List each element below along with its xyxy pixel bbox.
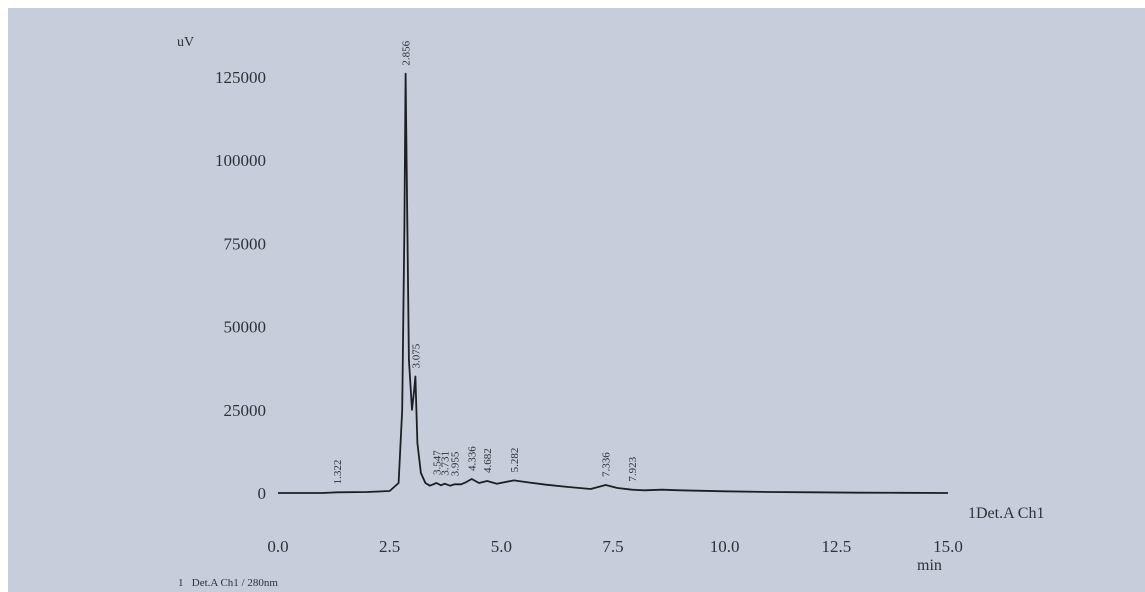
y-tick-label: 75000 bbox=[224, 234, 267, 253]
peak-label: 7.923 bbox=[627, 456, 639, 481]
peak-label: 7.336 bbox=[601, 452, 613, 477]
x-tick-label: 2.5 bbox=[379, 537, 400, 556]
peak-label: 4.682 bbox=[482, 448, 494, 473]
channel-label: 1Det.A Ch1 bbox=[968, 505, 1044, 522]
y-tick-label: 50000 bbox=[224, 318, 267, 337]
y-tick-label: 25000 bbox=[224, 401, 267, 420]
y-axis-unit: uV bbox=[177, 35, 194, 50]
x-axis-unit: min bbox=[917, 557, 942, 574]
x-tick-label: 0.0 bbox=[267, 537, 288, 556]
x-tick-label: 7.5 bbox=[602, 537, 623, 556]
y-tick-label: 125000 bbox=[215, 68, 266, 87]
peak-label: 2.856 bbox=[401, 40, 413, 65]
x-tick-label: 15.0 bbox=[933, 537, 963, 556]
x-tick-label: 10.0 bbox=[710, 537, 740, 556]
peak-label: 3.731 bbox=[440, 451, 452, 476]
legend-entry: 1 Det.A Ch1 / 280nm bbox=[178, 577, 278, 589]
x-tick-label: 12.5 bbox=[821, 537, 851, 556]
peak-label: 3.955 bbox=[450, 451, 462, 476]
chromatogram-trace bbox=[278, 72, 949, 494]
y-tick-label: 0 bbox=[258, 484, 267, 503]
peak-label: 3.547 bbox=[431, 450, 443, 475]
peak-label: 5.282 bbox=[509, 448, 521, 473]
peak-label: 3.075 bbox=[410, 343, 422, 368]
y-tick-label: 100000 bbox=[215, 151, 266, 170]
y-tick-labels: 0 25000 50000 75000 100000 125000 bbox=[215, 68, 266, 503]
x-tick-label: 5.0 bbox=[491, 537, 512, 556]
x-tick-labels: 0.0 2.5 5.0 7.5 10.0 12.5 15.0 bbox=[267, 537, 963, 556]
peak-label: 4.336 bbox=[467, 446, 479, 471]
scanned-paper bbox=[8, 8, 1145, 592]
peak-label: 1.322 bbox=[332, 460, 344, 485]
